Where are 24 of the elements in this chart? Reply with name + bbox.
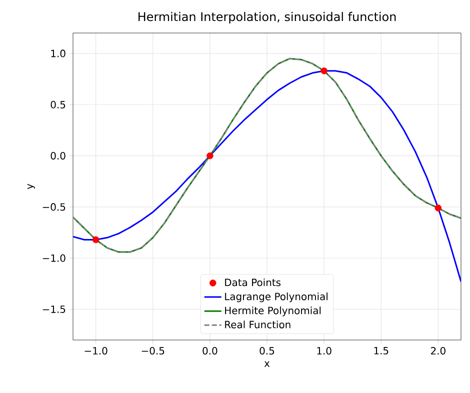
y-tick-label: −0.5 [42,203,66,211]
point [206,152,214,160]
y-tick-label: 0.0 [50,152,66,160]
x-tick-label: −0.5 [142,347,164,355]
x-axis-title: x [264,361,270,367]
legend-label: Real Function [225,320,290,328]
x-tick-label: 1.0 [317,347,332,355]
legend-label: Lagrange Polynomial [225,292,328,302]
legend-label: Data Points [225,278,281,286]
y-axis-title: y [27,184,35,190]
x-tick-label: −1.0 [84,347,108,355]
point [92,236,100,244]
x-tick-label: 2.0 [430,347,446,355]
y-tick-label: 0.5 [50,100,66,108]
x-tick-label: 0.0 [202,347,218,355]
x-tick-label: 0.5 [260,347,274,355]
y-tick-label: 1.0 [51,50,66,58]
y-tick-label: −1.0 [42,254,66,262]
y-tick-label: −1.5 [42,306,66,313]
point [320,67,328,74]
legend-label: Hermite Polynomial [225,306,321,316]
point [434,204,442,212]
x-tick-label: 1.5 [374,347,388,354]
chart-title: Hermitian Interpolation, sinusoidal function [138,12,396,24]
